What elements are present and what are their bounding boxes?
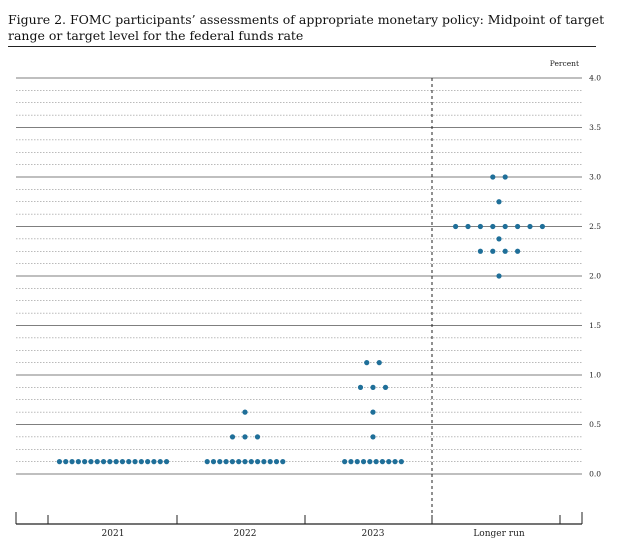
title-rule — [8, 46, 596, 47]
participant-dot — [145, 459, 151, 465]
y-tick-labels: 0.0 0.5 1.0 1.5 2.0 2.5 3.0 3.5 4.0 — [589, 74, 601, 479]
participant-dot — [254, 434, 261, 440]
participant-dot — [236, 459, 242, 465]
y-tick-label: 1.0 — [589, 371, 601, 380]
participant-dot — [370, 409, 376, 415]
participant-dot — [119, 459, 126, 465]
participant-dot — [364, 360, 370, 366]
participant-dot — [94, 459, 100, 465]
participant-dot — [348, 459, 354, 465]
participant-dot — [248, 459, 254, 465]
participant-dot — [496, 236, 502, 242]
participant-dot — [113, 459, 119, 465]
participant-dot — [490, 223, 496, 230]
participant-dot — [502, 223, 508, 230]
category-label: Longer run — [473, 529, 525, 539]
participant-dot — [75, 459, 81, 465]
participant-dot — [342, 459, 348, 465]
participant-dot — [88, 459, 94, 465]
participant-dot — [56, 459, 63, 465]
category-labels: 2021 2022 2023 Longer run — [102, 529, 525, 539]
participant-dot — [163, 459, 170, 465]
y-tick-label: 1.5 — [589, 321, 601, 330]
participant-dot — [360, 459, 367, 465]
y-tick-label: 3.0 — [589, 173, 601, 182]
y-tick-label: 2.0 — [589, 272, 601, 281]
participant-dot — [515, 248, 521, 254]
participant-dot — [490, 248, 496, 254]
participant-dot — [280, 459, 286, 465]
participant-dot — [379, 459, 386, 465]
participant-dot — [392, 459, 398, 465]
participant-dot — [210, 459, 217, 465]
participant-dot — [132, 459, 138, 465]
participant-dot — [376, 360, 382, 366]
participant-dot — [398, 459, 404, 465]
dots — [56, 174, 546, 465]
participant-dot — [370, 384, 376, 390]
participant-dot — [477, 223, 483, 230]
participant-dot — [386, 459, 392, 465]
y-tick-label: 3.5 — [589, 123, 601, 132]
participant-dot — [242, 434, 248, 440]
participant-dot — [267, 459, 273, 465]
participant-dot — [69, 459, 75, 465]
gridlines — [16, 77, 582, 475]
y-tick-label: 2.5 — [589, 222, 601, 231]
participant-dot — [63, 459, 69, 465]
participant-dot — [157, 459, 163, 465]
participant-dot — [242, 409, 248, 415]
participant-dot — [138, 459, 144, 465]
participant-dot — [370, 434, 376, 440]
participant-dot — [229, 459, 235, 465]
category-label: 2023 — [362, 529, 385, 539]
participant-dot — [354, 459, 360, 465]
participant-dot — [515, 223, 521, 230]
category-label: 2021 — [102, 529, 125, 539]
participant-dot — [242, 459, 248, 465]
participant-dot — [502, 248, 508, 254]
participant-dot — [229, 434, 236, 440]
participant-dot — [255, 459, 261, 465]
participant-dot — [82, 459, 88, 465]
participant-dot — [273, 459, 280, 465]
y-tick-label: 0.5 — [589, 420, 601, 429]
participant-dot — [527, 223, 533, 230]
participant-dot — [453, 223, 459, 230]
unit-label: Percent — [550, 59, 579, 68]
figure-title: Figure 2. FOMC participants’ assessments… — [8, 12, 605, 43]
y-tick-label: 0.0 — [589, 470, 601, 479]
y-tick-label: 4.0 — [589, 74, 601, 83]
participant-dot — [539, 223, 546, 230]
participant-dot — [261, 459, 267, 465]
participant-dot — [496, 273, 502, 279]
participant-dot — [217, 459, 223, 465]
participant-dot — [107, 459, 113, 465]
participant-dot — [465, 223, 471, 230]
x-axis — [15, 512, 583, 525]
participant-dot — [357, 384, 364, 390]
participant-dot — [100, 459, 107, 465]
participant-dot — [367, 459, 373, 465]
participant-dot — [151, 459, 157, 465]
participant-dot — [223, 459, 229, 465]
participant-dot — [126, 459, 132, 465]
category-label: 2022 — [234, 529, 257, 539]
participant-dot — [382, 384, 389, 390]
participant-dot — [502, 174, 508, 180]
participant-dot — [490, 174, 496, 180]
participant-dot — [496, 199, 502, 205]
participant-dot — [477, 248, 483, 254]
participant-dot — [373, 459, 379, 465]
participant-dot — [204, 459, 210, 465]
